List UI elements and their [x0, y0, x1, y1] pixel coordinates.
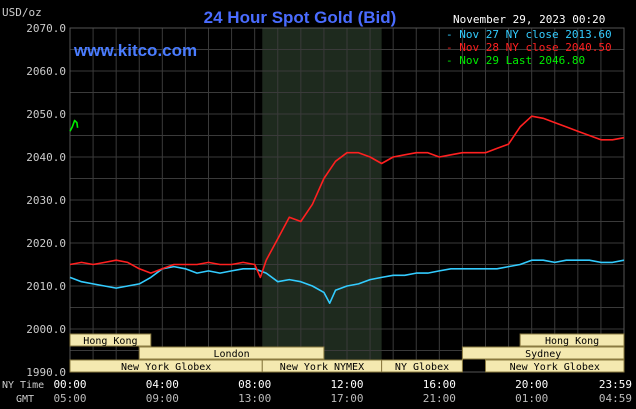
y-tick-label: 2000.0: [26, 323, 66, 336]
session-box: [519, 333, 625, 347]
session-label: NY Globex: [395, 362, 449, 373]
x-tick-ny: 04:00: [146, 378, 179, 391]
session-label: Sydney: [525, 349, 561, 360]
session-box: [138, 346, 325, 360]
session-box: [69, 333, 152, 347]
session-label: Hong Kong: [83, 336, 137, 347]
legend-entry: - Nov 28 NY close 2040.50: [446, 41, 612, 54]
series-line: [69, 115, 625, 279]
y-tick-label: 2030.0: [26, 194, 66, 207]
x-tick-gmt: 09:00: [146, 392, 179, 405]
x-tick-gmt: 05:00: [53, 392, 86, 405]
session-label: New York NYMEX: [280, 362, 364, 373]
session-box: [381, 359, 463, 373]
y-unit-label: USD/oz: [2, 6, 42, 19]
x-tick-ny: 00:00: [53, 378, 86, 391]
x-tick-gmt: 17:00: [330, 392, 363, 405]
legend: - Nov 27 NY close 2013.60- Nov 28 NY clo…: [446, 28, 612, 67]
x-row1-label: NY Time: [2, 380, 44, 391]
y-tick-label: 2060.0: [26, 65, 66, 78]
x-tick-ny: 20:00: [515, 378, 548, 391]
y-tick-label: 2010.0: [26, 280, 66, 293]
session-label: Hong Kong: [545, 336, 599, 347]
x-tick-gmt: 04:59: [599, 392, 632, 405]
x-tick-ny: 08:00: [238, 378, 271, 391]
session-label: London: [214, 349, 250, 360]
session-label: New York Globex: [510, 362, 600, 373]
y-tick-label: 1990.0: [26, 366, 66, 379]
y-tick-label: 2040.0: [26, 151, 66, 164]
series-line: [69, 119, 79, 132]
x-tick-ny: 23:59: [599, 378, 632, 391]
session-label: New York Globex: [121, 362, 211, 373]
x-tick-gmt: 13:00: [238, 392, 271, 405]
y-tick-label: 2020.0: [26, 237, 66, 250]
y-tick-label: 2070.0: [26, 22, 66, 35]
y-tick-label: 2050.0: [26, 108, 66, 121]
x-tick-ny: 16:00: [423, 378, 456, 391]
legend-entry: - Nov 27 NY close 2013.60: [446, 28, 612, 41]
x-row2-label: GMT: [16, 394, 34, 405]
x-tick-ny: 12:00: [330, 378, 363, 391]
session-box: [461, 346, 625, 360]
series-lines: [69, 115, 625, 305]
x-tick-gmt: 21:00: [423, 392, 456, 405]
session-box: [485, 359, 625, 373]
x-tick-gmt: 01:00: [515, 392, 548, 405]
kitco-watermark[interactable]: www.kitco.com: [73, 41, 197, 60]
legend-entry: - Nov 29 Last 2046.80: [446, 54, 585, 67]
chart-title: 24 Hour Spot Gold (Bid): [204, 8, 397, 27]
timestamp: November 29, 2023 00:20: [453, 13, 605, 26]
y-axis-ticks: 2070.0 2060.0 2050.0 2040.0 2030.0 2020.0 2010…: [26, 22, 66, 379]
